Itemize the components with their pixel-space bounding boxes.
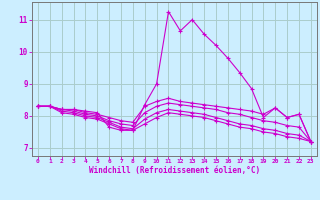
X-axis label: Windchill (Refroidissement éolien,°C): Windchill (Refroidissement éolien,°C) [89,166,260,175]
